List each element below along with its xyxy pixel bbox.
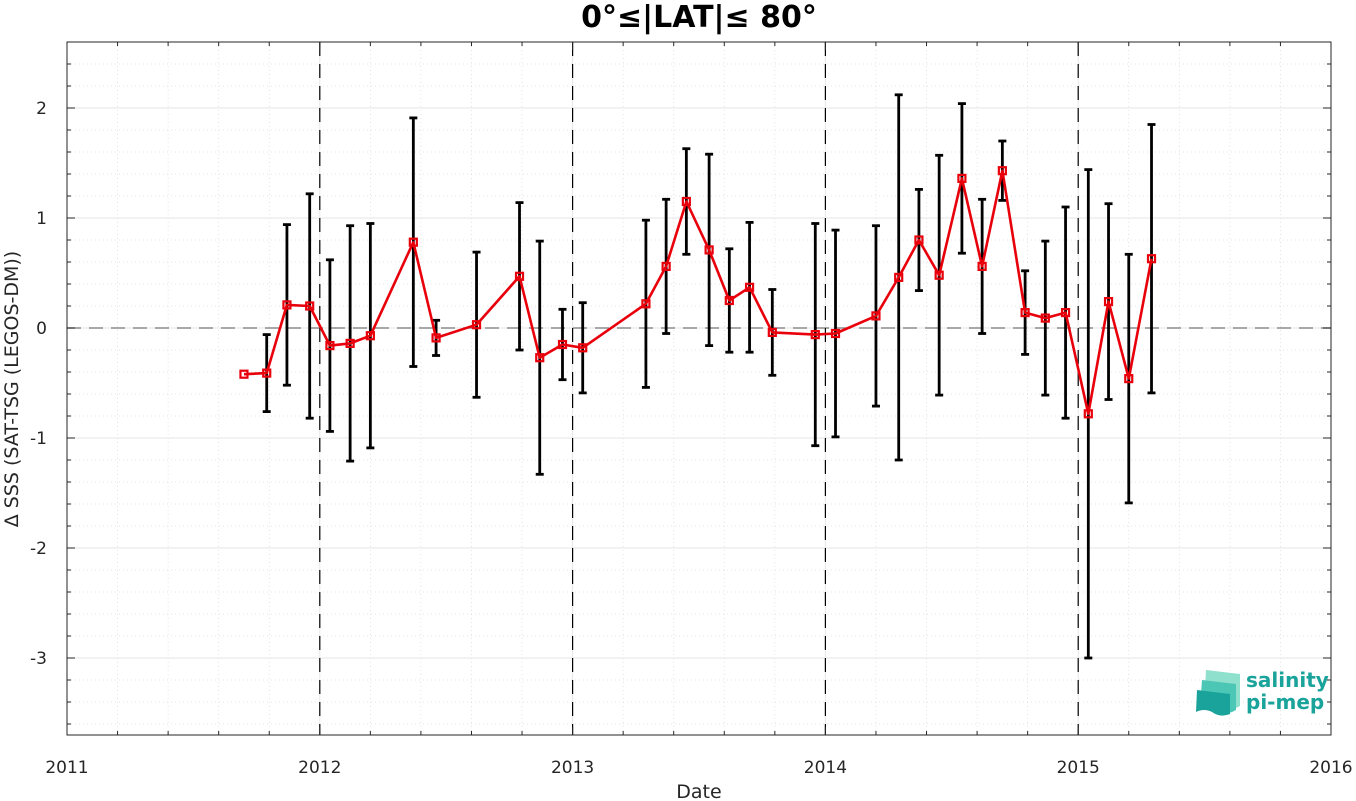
data-point-marker [1124,374,1134,384]
x-tick-labels: 2011 2012 2013 2014 2015 2016 [45,758,1352,778]
data-point-marker [431,333,441,343]
plot-frame [66,41,1332,736]
data-point-marker [914,235,924,245]
series-line-group [243,169,1153,416]
data-point-marker [810,330,820,340]
data-point-marker [578,343,588,353]
y-tick-label: 2 [36,99,47,119]
data-point-marker [1040,313,1050,323]
y-tick-label: 1 [36,209,47,229]
reference-lines [67,42,1331,735]
data-point-marker [1060,308,1071,318]
data-point-marker [345,338,355,348]
data-point-marker [957,173,967,183]
data-point-marker [1083,409,1093,419]
grid [66,41,1332,735]
salinity-pi-mep-logo: salinity pi-mep [1196,668,1329,716]
error-bars [262,93,1156,660]
data-point-marker [282,300,292,310]
logo-text-pi-mep: pi-mep [1246,690,1324,714]
x-tick-label: 2015 [1057,758,1100,778]
x-tick-label: 2016 [1309,758,1352,778]
data-point-marker [704,245,714,255]
data-points [239,166,1157,419]
x-tick-label: 2014 [804,758,847,778]
data-point-marker [830,328,841,339]
y-tick-labels: 2 1 0 -1 -2 -3 [30,99,47,669]
data-point-marker [305,301,315,311]
y-axis-label: Δ SSS (SAT-TSG (LEGOS-DM)) [1,251,23,527]
data-point-marker [641,299,651,309]
series-line [243,169,1153,416]
x-tick-label: 2013 [551,758,594,778]
data-point-marker [471,320,482,330]
data-point-marker [325,341,335,351]
data-point-marker [1103,297,1114,307]
data-point-marker [894,272,904,282]
data-point-marker [661,261,671,271]
data-point-marker [514,271,525,281]
chart-title: 0°≤|LAT|≤ 80° [581,0,817,35]
data-point-marker [724,295,734,306]
data-point-marker [535,353,545,363]
data-point-marker [239,369,249,379]
data-point-marker [262,368,272,378]
x-tick-label: 2011 [45,758,88,778]
data-point-marker [767,327,777,337]
data-point-marker [934,270,944,280]
data-point-marker [997,166,1007,176]
data-point-marker [1020,308,1030,318]
y-tick-label: -1 [30,429,47,449]
data-point-marker [557,339,568,350]
data-point-marker [1146,254,1157,264]
x-tick-label: 2012 [298,758,341,778]
logo-text-salinity: salinity [1246,668,1329,692]
data-point-marker [744,282,755,292]
axis-ticks [66,41,1332,735]
data-point-marker [977,261,987,271]
data-point-marker [681,196,691,207]
data-point-marker [871,311,881,321]
y-tick-label: -3 [30,649,47,669]
data-point-marker [365,331,375,341]
y-tick-label: 0 [36,319,47,339]
data-point-marker [408,237,418,247]
y-tick-label: -2 [30,539,47,559]
x-axis-label: Date [676,781,721,801]
wave-logo-icon [1196,670,1240,716]
